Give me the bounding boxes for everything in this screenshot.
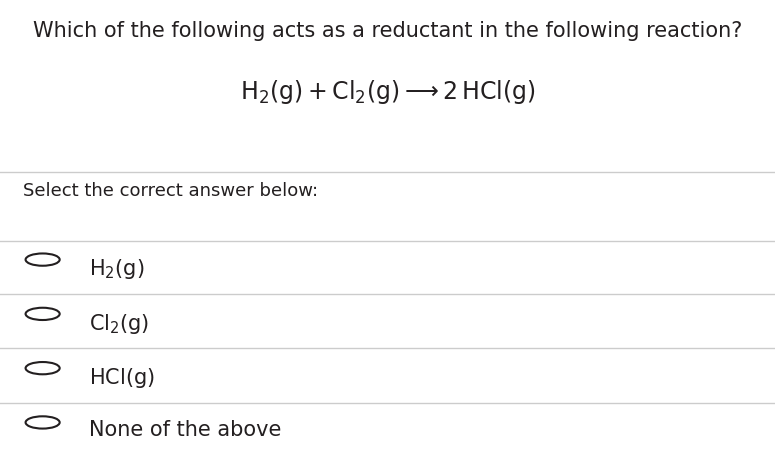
Text: Select the correct answer below:: Select the correct answer below: — [23, 182, 319, 200]
Text: $\mathrm{H_2(g)}$: $\mathrm{H_2(g)}$ — [89, 257, 145, 281]
Text: Which of the following acts as a reductant in the following reaction?: Which of the following acts as a reducta… — [33, 21, 742, 41]
Text: $\mathrm{HCl(g)}$: $\mathrm{HCl(g)}$ — [89, 366, 155, 390]
Text: None of the above: None of the above — [89, 420, 281, 440]
Text: $\mathrm{Cl_2(g)}$: $\mathrm{Cl_2(g)}$ — [89, 312, 150, 336]
Text: $\mathrm{H_2(g) + Cl_2(g) \longrightarrow 2\,HCl(g)}$: $\mathrm{H_2(g) + Cl_2(g) \longrightarro… — [239, 78, 536, 106]
